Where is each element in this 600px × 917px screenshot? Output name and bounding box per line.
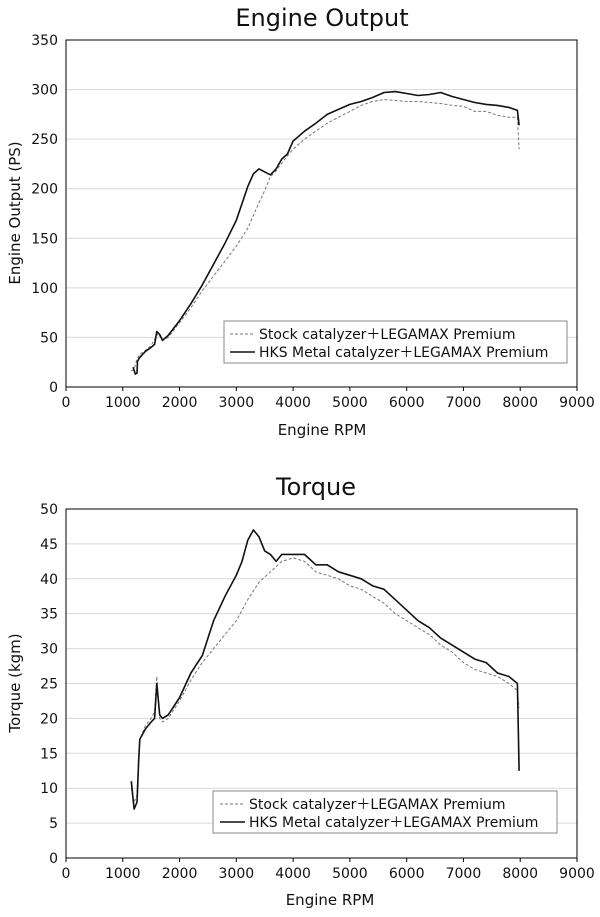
x-tick-label: 3000: [219, 395, 255, 411]
y-tick-label: 30: [40, 642, 58, 658]
y-tick-label: 50: [40, 502, 58, 518]
x-tick-label: 7000: [446, 866, 482, 882]
y-tick-label: 35: [40, 607, 58, 623]
series-lines: [131, 90, 520, 375]
y-tick-label: 25: [40, 677, 58, 693]
x-tick-label: 6000: [389, 395, 425, 411]
x-tick-label: 9000: [559, 866, 595, 882]
y-tick-label: 300: [31, 83, 58, 99]
y-tick-labels: 0 5 10 15 20 25 30 35 40 45 50: [40, 502, 58, 867]
y-tick-label: 0: [49, 851, 58, 867]
grid-lines: [66, 543, 577, 824]
x-tick-label: 4000: [275, 395, 311, 411]
x-tick-label: 1000: [105, 866, 141, 882]
legend-label-hks: HKS Metal catalyzer＋LEGAMAX Premium: [259, 345, 548, 361]
x-tick-label: 4000: [275, 866, 311, 882]
x-tick-label: 6000: [389, 866, 425, 882]
x-tick-label: 8000: [502, 395, 538, 411]
x-tick-label: 0: [62, 395, 71, 411]
chart-title: Engine Output: [235, 4, 408, 32]
x-tick-label: 8000: [502, 866, 538, 882]
legend-label-hks: HKS Metal catalyzer＋LEGAMAX Premium: [249, 815, 538, 831]
x-tick-label: 5000: [332, 395, 368, 411]
y-tick-label: 5: [49, 816, 58, 832]
engine-output-chart: 0 1000 2000 3000 4000 5000 6000 7000 8000 9000 0 5…: [6, 4, 595, 439]
y-tick-label: 40: [40, 572, 58, 588]
plot-frame: [65, 39, 578, 388]
y-tick-label: 200: [31, 182, 58, 198]
x-tick-label: 3000: [219, 866, 255, 882]
legend-label-stock: Stock catalyzer＋LEGAMAX Premium: [249, 797, 506, 813]
y-tick-label: 100: [31, 281, 58, 297]
y-tick-label: 20: [40, 711, 58, 727]
series-line-stock: [131, 99, 520, 372]
chart-title: Torque: [275, 473, 356, 501]
legend: Stock catalyzer＋LEGAMAX Premium HKS Meta…: [212, 790, 558, 834]
y-tick-label: 10: [40, 781, 58, 797]
series-line-stock: [130, 557, 520, 803]
y-tick-label: 15: [40, 746, 58, 762]
x-tick-label: 9000: [559, 395, 595, 411]
x-tick-label: 5000: [332, 866, 368, 882]
y-tick-label: 250: [31, 132, 58, 148]
series-line-hks: [130, 529, 520, 810]
torque-chart: 0 1000 2000 3000 4000 5000 6000 7000 8000 9000 0 5…: [6, 473, 595, 909]
y-axis-label: Engine Output (PS): [6, 141, 24, 284]
x-tick-label: 2000: [162, 866, 198, 882]
x-axis-label: Engine RPM: [278, 421, 367, 439]
legend-box: [212, 790, 558, 834]
y-tick-labels: 0 50 100 150 200 250 300 350: [31, 33, 58, 396]
y-axis-label: Torque (kgm): [6, 633, 24, 733]
y-tick-label: 45: [40, 537, 58, 553]
y-tick-label: 350: [31, 33, 58, 49]
x-tick-label: 7000: [446, 395, 482, 411]
legend: Stock catalyzer＋LEGAMAX Premium HKS Meta…: [223, 320, 568, 364]
series-lines: [130, 529, 520, 810]
legend-label-stock: Stock catalyzer＋LEGAMAX Premium: [259, 327, 516, 343]
y-tick-label: 50: [40, 330, 58, 346]
legend-box: [223, 320, 568, 364]
x-tick-labels: 0 1000 2000 3000 4000 5000 6000 7000 8000 9000: [62, 387, 595, 411]
x-tick-label: 0: [62, 866, 71, 882]
plot-frame: [65, 508, 578, 859]
y-tick-label: 150: [31, 231, 58, 247]
y-tick-label: 0: [49, 380, 58, 396]
x-tick-labels: 0 1000 2000 3000 4000 5000 6000 7000 8000 9000: [62, 858, 595, 882]
x-tick-label: 1000: [105, 395, 141, 411]
series-line-hks: [132, 90, 520, 375]
x-axis-label: Engine RPM: [286, 891, 375, 909]
x-tick-label: 2000: [162, 395, 198, 411]
